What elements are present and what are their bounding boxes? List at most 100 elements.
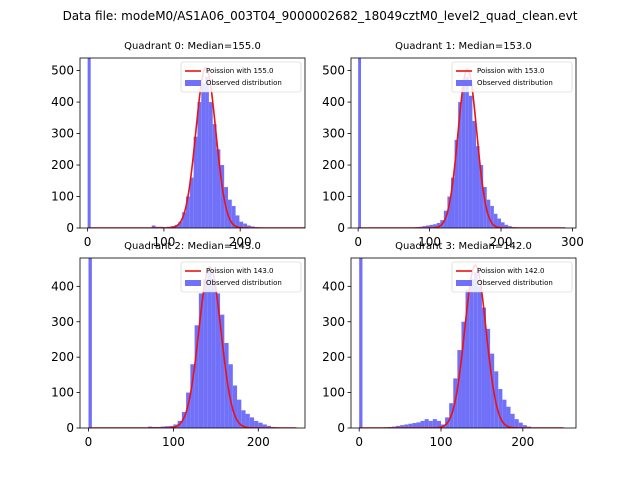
y-tick-label: 400 bbox=[51, 279, 74, 293]
legend-box bbox=[180, 61, 302, 93]
histogram-bar bbox=[178, 221, 183, 228]
histogram-bar bbox=[458, 102, 462, 228]
histogram-bar bbox=[514, 419, 519, 428]
histogram-bar bbox=[490, 353, 495, 428]
histogram-bar bbox=[243, 223, 248, 228]
histogram-bar bbox=[504, 224, 509, 228]
y-tick-label: 0 bbox=[337, 421, 345, 435]
histogram-bar bbox=[220, 165, 225, 228]
histogram-bar bbox=[239, 221, 244, 228]
histogram-bar bbox=[501, 222, 505, 228]
x-tick-label: 0 bbox=[85, 435, 93, 449]
histogram-bar bbox=[396, 425, 401, 428]
subplot-quadrant-3: 0 100 200 0 100 200 300 400 Quadrant 3: Median=1… bbox=[322, 241, 577, 449]
x-tick-label: 100 bbox=[162, 435, 185, 449]
legend-label-observed: Observed distribution bbox=[477, 279, 553, 287]
legend-label-fit: Poission with 143.0 bbox=[206, 267, 274, 275]
plot-area bbox=[359, 258, 564, 428]
histogram-bar bbox=[215, 293, 221, 428]
histogram-bar bbox=[186, 196, 190, 228]
poisson-fit-line bbox=[88, 265, 297, 428]
histogram-bar bbox=[465, 289, 470, 428]
axes-frame bbox=[350, 257, 577, 429]
histogram-bar bbox=[186, 392, 191, 428]
histogram-bar bbox=[258, 422, 263, 428]
histogram-bar bbox=[207, 268, 212, 428]
axes-frame bbox=[350, 57, 577, 229]
subplot-title: Quadrant 2: Median=143.0 bbox=[124, 241, 261, 252]
legend-bar-swatch bbox=[185, 280, 201, 286]
histogram-bar bbox=[473, 272, 478, 428]
x-tick-label: 200 bbox=[247, 435, 270, 449]
histogram-bar bbox=[224, 343, 229, 428]
histogram-bar bbox=[426, 225, 430, 228]
zero-bin-bar bbox=[88, 258, 92, 428]
histogram-bar bbox=[216, 149, 221, 228]
subplot-title: Quadrant 1: Median=153.0 bbox=[395, 41, 532, 52]
y-tick-label: 200 bbox=[51, 158, 74, 172]
histogram-bar bbox=[476, 146, 480, 228]
y-tick-label: 100 bbox=[51, 386, 74, 400]
histogram-bar bbox=[254, 420, 259, 428]
y-tick-label: 500 bbox=[322, 64, 345, 78]
zero-bin-bar bbox=[358, 58, 361, 228]
histogram-bar bbox=[461, 80, 466, 228]
legend-label-observed: Observed distribution bbox=[206, 279, 282, 287]
histogram-bar bbox=[404, 424, 409, 428]
histogram-bar bbox=[461, 321, 466, 428]
histogram-bar bbox=[424, 419, 429, 428]
histogram-bar bbox=[235, 215, 240, 228]
histogram-bar bbox=[498, 389, 503, 428]
histogram-bar bbox=[451, 177, 455, 228]
histogram-bar bbox=[211, 279, 216, 428]
y-tick-label: 100 bbox=[51, 190, 74, 204]
x-tick-label: 0 bbox=[355, 435, 363, 449]
subplot-quadrant-1: 0 100 200 300 0 100 200 300 400 500 Quadrant 1: Me… bbox=[322, 41, 584, 249]
histogram-bar bbox=[433, 224, 437, 228]
histogram-bar bbox=[416, 422, 421, 428]
zero-bin-bar bbox=[359, 258, 363, 428]
histogram-bar bbox=[510, 413, 515, 428]
y-tick-label: 300 bbox=[51, 127, 74, 141]
x-tick-label: 200 bbox=[229, 235, 252, 249]
x-tick-label: 300 bbox=[561, 235, 584, 249]
poisson-fit-line bbox=[359, 264, 564, 428]
histogram-bar bbox=[201, 83, 206, 228]
histogram-bar bbox=[182, 212, 187, 228]
x-tick-label: 100 bbox=[418, 235, 441, 249]
histogram-bar bbox=[469, 279, 474, 428]
subplot-quadrant-0: 0 100 200 0 100 200 300 400 500 Quadrant 0: Media… bbox=[51, 41, 306, 249]
histogram-bar bbox=[477, 286, 482, 428]
histogram-bar bbox=[245, 413, 250, 428]
histogram-bar bbox=[428, 420, 433, 428]
y-tick-label: 0 bbox=[66, 421, 74, 435]
subplot-title: Quadrant 0: Median=155.0 bbox=[124, 41, 261, 52]
plot-area bbox=[87, 58, 305, 228]
y-tick-label: 500 bbox=[51, 64, 74, 78]
y-tick-label: 400 bbox=[322, 279, 345, 293]
histogram-bar bbox=[408, 423, 413, 428]
poisson-fit-line bbox=[87, 66, 305, 228]
subplot-title: Quadrant 3: Median=142.0 bbox=[395, 241, 532, 252]
histogram-bar bbox=[522, 425, 527, 428]
y-tick-label: 200 bbox=[322, 350, 345, 364]
histogram-bar bbox=[241, 410, 246, 428]
legend-bar-swatch bbox=[456, 280, 472, 286]
histogram-bar bbox=[436, 222, 441, 228]
histogram-bar bbox=[198, 293, 204, 428]
x-tick-label: 0 bbox=[84, 235, 92, 249]
y-tick-label: 0 bbox=[337, 221, 345, 235]
poisson-fit-line bbox=[358, 68, 566, 228]
legend-box bbox=[451, 61, 573, 93]
legend-label-fit: Poission with 153.0 bbox=[477, 67, 545, 75]
histogram-bar bbox=[193, 136, 198, 228]
y-tick-label: 200 bbox=[322, 158, 345, 172]
histogram-bar bbox=[228, 364, 233, 428]
zero-bin-bar bbox=[87, 58, 91, 228]
x-tick-label: 200 bbox=[490, 235, 513, 249]
y-tick-label: 300 bbox=[51, 315, 74, 329]
histogram-bar bbox=[247, 225, 251, 228]
histogram-bar bbox=[472, 120, 476, 228]
histogram-bar bbox=[508, 226, 512, 228]
